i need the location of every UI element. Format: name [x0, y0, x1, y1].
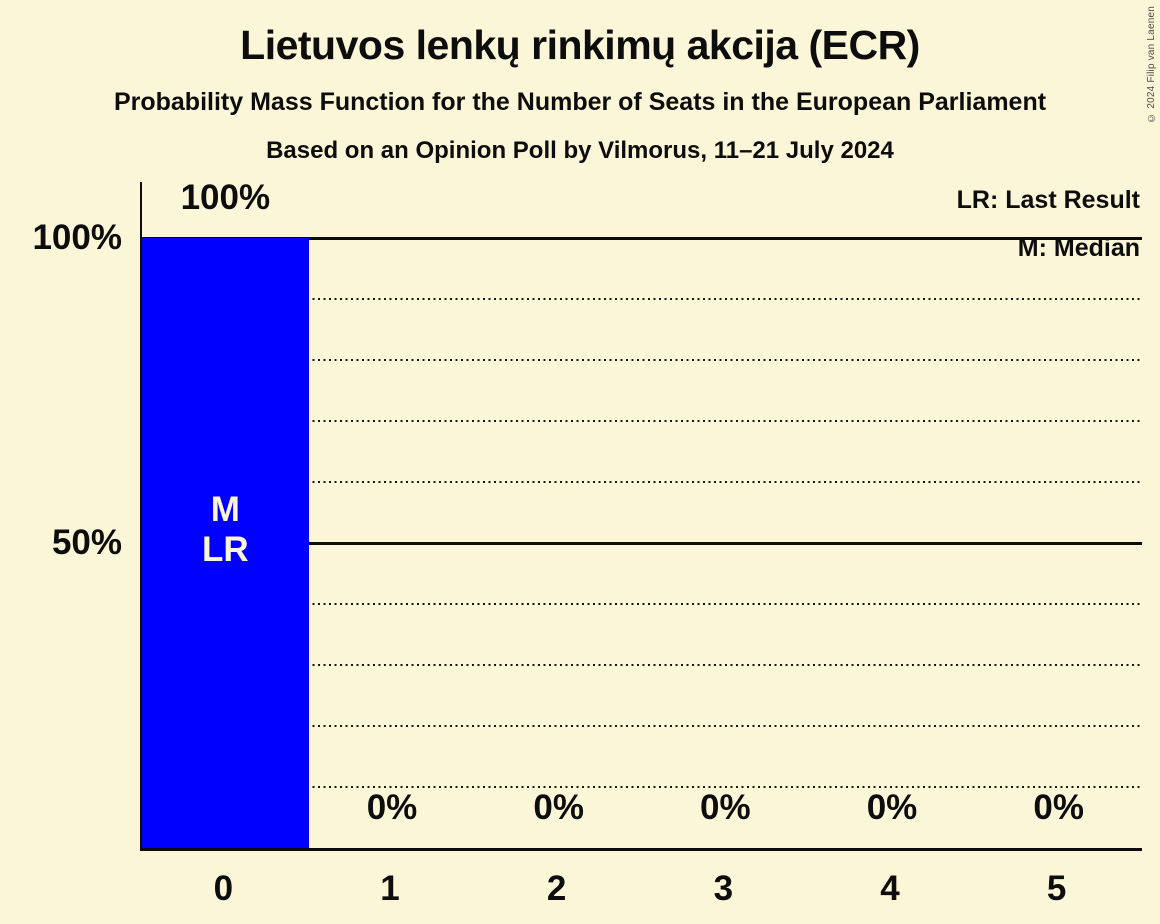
x-tick-label-2: 2	[546, 869, 567, 908]
x-tick-label-3: 3	[713, 869, 734, 908]
y-tick-label-50pct: 50%	[51, 523, 122, 562]
chart-title: Lietuvos lenkų rinkimų akcija (ECR)	[240, 22, 920, 68]
x-tick-label-4: 4	[880, 869, 900, 908]
copyright-notice: © 2024 Filip van Laenen	[1146, 6, 1157, 123]
gridline-dotted-60pct	[142, 481, 1142, 483]
gridline-dotted-80pct	[142, 359, 1142, 361]
bar-value-label-4: 0%	[866, 788, 918, 827]
gridline-dotted-40pct	[142, 603, 1142, 605]
legend-median: M: Median	[1017, 234, 1140, 262]
y-tick-label-100pct: 100%	[32, 218, 122, 257]
plot-area: 100% 0% 0% 0% 0% 0% M LR	[140, 178, 1142, 851]
x-tick-label-5: 5	[1046, 869, 1067, 908]
gridline-dotted-90pct	[142, 298, 1142, 300]
gridline-solid-50pct	[142, 541, 1142, 545]
gridline-dotted-70pct	[142, 420, 1142, 422]
bar-value-label-1: 0%	[366, 788, 418, 827]
x-tick-label-0: 0	[213, 869, 234, 908]
bar-seats-0	[142, 238, 309, 848]
gridline-dotted-30pct	[142, 664, 1142, 666]
bar-value-label-3: 0%	[700, 788, 751, 827]
bar-value-label-0: 100%	[180, 178, 271, 217]
bar-value-label-5: 0%	[1033, 788, 1084, 827]
poll-info-line: Based on an Opinion Poll by Vilmorus, 11…	[266, 137, 894, 164]
gridline-dotted-20pct	[142, 725, 1142, 727]
legend-last-result: LR: Last Result	[956, 186, 1140, 214]
bar-median-lastresult-marker: M LR	[202, 490, 249, 569]
x-tick-label-1: 1	[380, 869, 400, 908]
chart-subtitle: Probability Mass Function for the Number…	[113, 88, 1047, 116]
gridline-dotted-10pct	[142, 786, 1142, 788]
bar-value-label-2: 0%	[533, 788, 584, 827]
gridline-solid-100pct	[142, 236, 1142, 240]
